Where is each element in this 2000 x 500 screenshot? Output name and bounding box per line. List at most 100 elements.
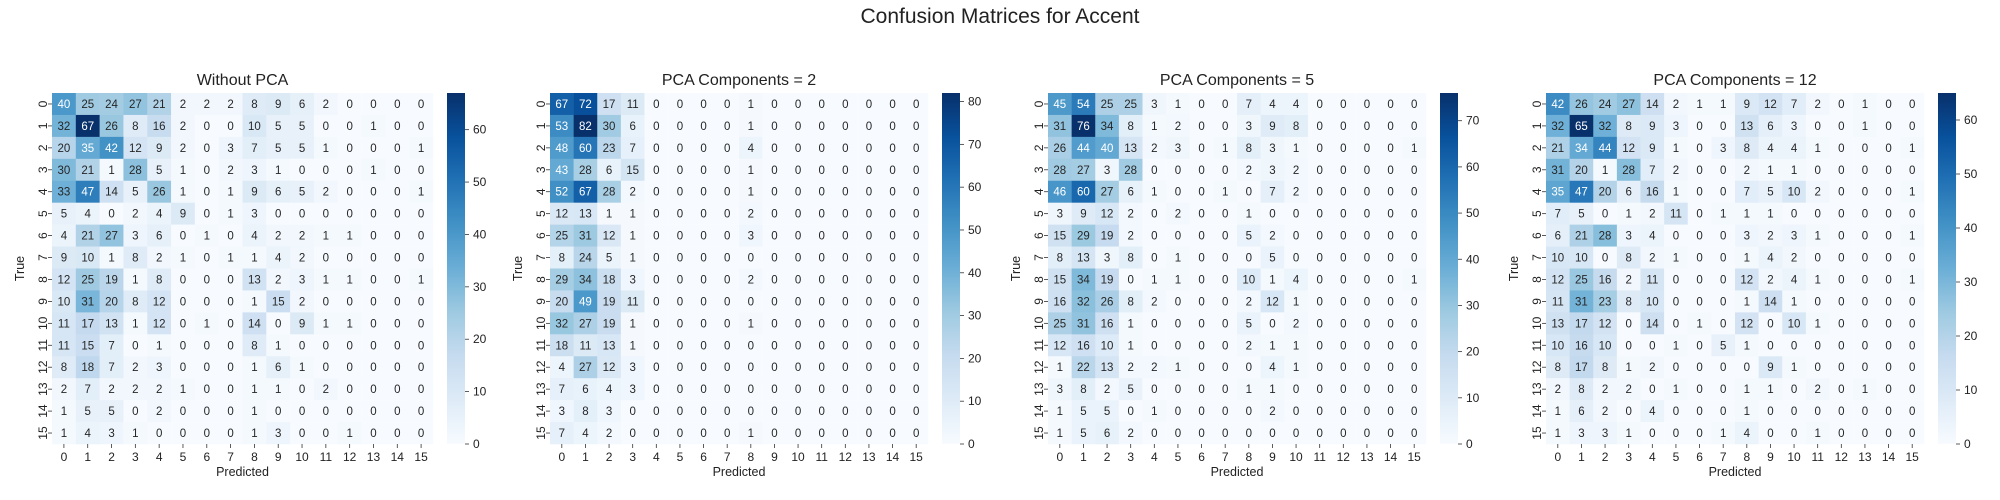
heatmap-cell bbox=[171, 356, 196, 379]
cell-value-label: 31 bbox=[1575, 296, 1588, 308]
heatmap-cell bbox=[739, 378, 763, 401]
x-tick-label: 8 bbox=[1245, 450, 1252, 464]
heatmap-cell bbox=[1569, 422, 1594, 445]
cell-value-label: 0 bbox=[1364, 99, 1370, 111]
cell-value-label: 0 bbox=[818, 231, 824, 243]
cell-value-label: 8 bbox=[251, 99, 257, 111]
heatmap-cell bbox=[573, 180, 598, 203]
heatmap-cell bbox=[242, 268, 267, 291]
cell-value-label: 0 bbox=[677, 143, 683, 155]
heatmap-cell bbox=[337, 422, 362, 445]
heatmap-cell bbox=[620, 400, 645, 423]
heatmap-cell bbox=[880, 202, 905, 225]
heatmap-cell bbox=[620, 268, 645, 291]
heatmap-cell bbox=[1355, 290, 1380, 313]
heatmap-cell bbox=[361, 136, 386, 160]
heatmap-cell bbox=[1900, 114, 1925, 138]
cell-value-label: 1 bbox=[629, 231, 635, 243]
cell-value-label: 0 bbox=[1198, 209, 1204, 221]
cell-value-label: 2 bbox=[1246, 165, 1252, 177]
cell-value-label: 3 bbox=[1791, 231, 1797, 243]
cell-value-label: 17 bbox=[603, 99, 616, 111]
cell-value-label: 0 bbox=[818, 296, 824, 308]
heatmap-cell bbox=[620, 334, 645, 357]
heatmap-cell bbox=[1095, 114, 1120, 138]
heatmap-cell bbox=[171, 180, 196, 203]
colorbar-tick-label: 40 bbox=[1466, 252, 1480, 266]
heatmap-cell bbox=[1355, 180, 1380, 203]
heatmap-cell bbox=[171, 378, 196, 401]
heatmap-cell bbox=[1546, 246, 1570, 269]
cell-value-label: 0 bbox=[1885, 428, 1891, 440]
cell-value-label: 0 bbox=[1246, 253, 1252, 265]
heatmap-cell bbox=[218, 246, 243, 269]
heatmap-cell bbox=[786, 180, 811, 203]
heatmap-cell bbox=[242, 422, 267, 445]
heatmap-cell bbox=[1711, 224, 1736, 247]
heatmap-cell bbox=[361, 290, 386, 313]
cell-value-label: 4 bbox=[1791, 274, 1798, 286]
heatmap-cell bbox=[1758, 290, 1783, 313]
heatmap-cell bbox=[1307, 114, 1332, 138]
heatmap-cell bbox=[1569, 378, 1594, 401]
heatmap-cell bbox=[1758, 158, 1783, 182]
cell-value-label: 0 bbox=[1222, 121, 1228, 133]
heatmap-cell bbox=[1095, 202, 1120, 225]
cell-value-label: 0 bbox=[299, 165, 305, 177]
heatmap-cell bbox=[290, 422, 315, 445]
cell-value-label: 0 bbox=[629, 428, 635, 440]
cell-value-label: 8 bbox=[582, 406, 588, 418]
heatmap-cell bbox=[1213, 202, 1238, 225]
heatmap-cell bbox=[218, 356, 243, 379]
cell-value-label: 3 bbox=[1578, 428, 1584, 440]
heatmap-cell bbox=[715, 400, 740, 423]
heatmap-cell bbox=[1876, 422, 1901, 445]
cell-value-label: 0 bbox=[795, 121, 801, 133]
heatmap-cell bbox=[1071, 400, 1096, 423]
cell-value-label: 0 bbox=[1340, 318, 1346, 330]
cell-value-label: 0 bbox=[1838, 209, 1844, 221]
heatmap-cell bbox=[1805, 180, 1830, 203]
cell-value-label: 0 bbox=[346, 143, 352, 155]
heatmap-cell bbox=[1331, 114, 1356, 138]
heatmap-cell bbox=[1048, 290, 1072, 313]
heatmap-cell bbox=[242, 378, 267, 401]
heatmap-cell bbox=[1260, 180, 1285, 203]
heatmap-cell bbox=[1048, 158, 1072, 182]
y-tick-label: 8 bbox=[1032, 276, 1046, 283]
y-tick-label: 15 bbox=[36, 426, 50, 440]
cell-value-label: 1 bbox=[1744, 340, 1750, 352]
cell-value-label: 0 bbox=[1909, 362, 1915, 374]
heatmap-cell bbox=[1805, 334, 1830, 357]
cell-value-label: 2 bbox=[1175, 121, 1181, 133]
heatmap-cell bbox=[1900, 93, 1925, 116]
cell-value-label: 0 bbox=[227, 318, 233, 330]
x-tick-label: 7 bbox=[1222, 450, 1229, 464]
heatmap-cell bbox=[1900, 136, 1925, 160]
heatmap-cell bbox=[904, 202, 929, 225]
cell-value-label: 0 bbox=[795, 274, 801, 286]
heatmap-cell bbox=[715, 114, 740, 138]
cell-value-label: 1 bbox=[299, 362, 305, 374]
cell-value-label: 1 bbox=[1744, 384, 1750, 396]
cell-value-label: 0 bbox=[180, 406, 186, 418]
heatmap-cell bbox=[809, 422, 834, 445]
heatmap-cell bbox=[1687, 114, 1712, 138]
heatmap-cell bbox=[1095, 180, 1120, 203]
y-tick-label: 12 bbox=[36, 360, 50, 374]
heatmap-cell bbox=[385, 224, 410, 247]
colorbar-tick-label: 0 bbox=[1466, 437, 1473, 451]
heatmap-cell bbox=[1711, 356, 1736, 379]
heatmap-cell bbox=[242, 114, 267, 138]
heatmap-cell bbox=[1048, 400, 1072, 423]
cell-value-label: 34 bbox=[1101, 121, 1114, 133]
cell-value-label: 0 bbox=[629, 406, 635, 418]
heatmap-cell bbox=[1735, 290, 1759, 313]
heatmap-cell bbox=[1048, 202, 1072, 225]
heatmap-cell bbox=[1402, 290, 1427, 313]
heatmap-cell bbox=[1805, 224, 1830, 247]
cell-value-label: 0 bbox=[346, 165, 352, 177]
cell-value-label: 25 bbox=[1053, 318, 1066, 330]
cell-value-label: 0 bbox=[204, 121, 210, 133]
cell-value-label: 1 bbox=[251, 406, 257, 418]
